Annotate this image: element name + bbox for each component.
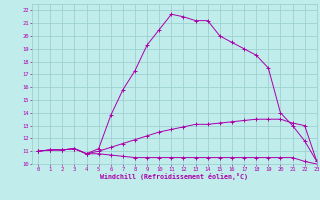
X-axis label: Windchill (Refroidissement éolien,°C): Windchill (Refroidissement éolien,°C)	[100, 173, 248, 180]
